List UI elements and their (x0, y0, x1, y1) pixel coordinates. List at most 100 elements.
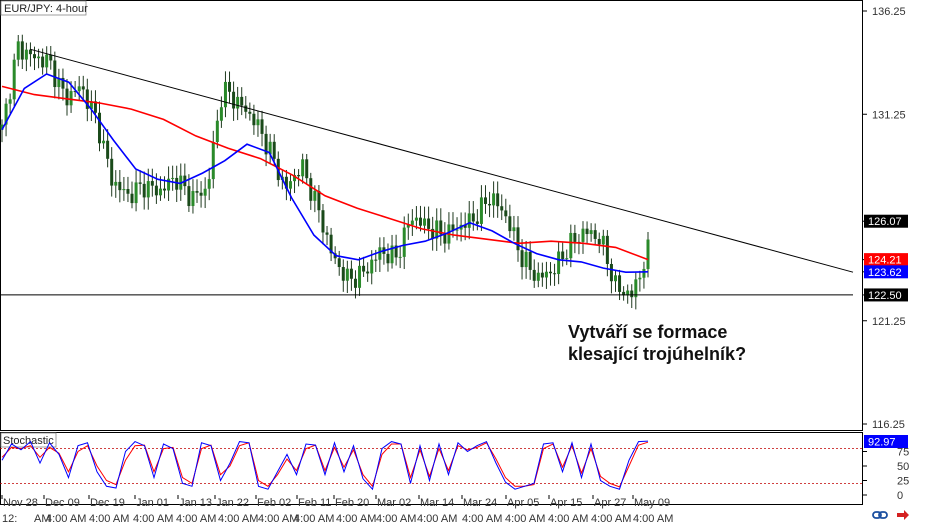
candle-body (33, 54, 37, 59)
candle-body (93, 101, 97, 113)
candle-body (57, 77, 61, 88)
candle-body (516, 227, 520, 251)
x-date-label: Apr 05 (507, 497, 539, 509)
right-arrow-icon[interactable] (895, 508, 911, 522)
candle-body (215, 120, 219, 143)
price-tag-label: 123.62 (868, 267, 902, 279)
candle-body (297, 175, 301, 177)
candle-body (532, 269, 536, 281)
candle-body (24, 49, 28, 60)
price-tag-box (864, 253, 908, 267)
candle-body (402, 227, 406, 257)
candle-body (81, 86, 85, 90)
x-time-label: 4:00 AM (133, 513, 173, 525)
candle-body (61, 77, 65, 89)
candle-body (207, 179, 211, 189)
stochastic-lines (1, 440, 649, 491)
candle-body (134, 182, 138, 204)
x-time-label: 4:00 AM (462, 513, 502, 525)
x-date-label: Nov 28 (3, 497, 38, 509)
candle-body (406, 224, 410, 228)
candle-body (512, 227, 516, 232)
candle-body (244, 105, 248, 112)
price-lines (0, 48, 854, 296)
price-tag-label: 122.50 (868, 290, 902, 302)
candle-body (362, 265, 366, 272)
stochastic-tick-label: 25 (897, 476, 909, 488)
candle-body (240, 96, 244, 106)
x-time-label: 4:00 AM (548, 513, 588, 525)
x-time-label: 4:00 AM (294, 513, 334, 525)
x-date-label: Jan 13 (179, 497, 212, 509)
candle-body (158, 188, 162, 196)
candle-body (288, 181, 292, 189)
candle-body (4, 103, 8, 125)
candle-body (37, 56, 41, 59)
candle-body (479, 197, 483, 224)
candle-body (642, 268, 646, 278)
price-panel-title: EUR/JPY: 4-hour (0, 0, 88, 16)
x-date-label: Jan 22 (216, 497, 249, 509)
candle-body (146, 181, 150, 198)
candle-body (223, 81, 227, 108)
price-tag-box (864, 288, 908, 302)
candle-body (589, 230, 593, 235)
candle-body (65, 88, 69, 106)
price-tick-label: 121.25 (872, 316, 906, 328)
candle-body (390, 245, 394, 264)
candle-body (613, 275, 617, 282)
candle-body (187, 186, 191, 207)
candle-body (309, 178, 313, 201)
x-time-label: 4:00 AM (258, 513, 298, 525)
x-time-label: 4:00 AM (417, 513, 457, 525)
candle-body (431, 228, 435, 239)
price-axis: 136.25 131.25 121.25 116.25 (862, 6, 906, 431)
candle-body (211, 142, 215, 180)
candle-body (500, 206, 504, 211)
stochastic-tick-label: 75 (897, 447, 909, 459)
stochastic-k-line (1, 440, 649, 491)
candle-body (374, 259, 378, 261)
candle-body (138, 182, 142, 184)
candle-body (634, 279, 638, 298)
candle-body (488, 203, 492, 206)
candle-body (410, 220, 414, 225)
candle-body (167, 178, 171, 191)
candle-body (142, 183, 146, 198)
candle-body (85, 89, 89, 109)
x-date-label: Dec 19 (90, 497, 125, 509)
price-tick-label: 131.25 (872, 109, 906, 121)
candle-body (317, 190, 321, 211)
candle-body (443, 234, 447, 244)
candle-body (573, 232, 577, 242)
price-tag-label: 124.21 (868, 255, 902, 267)
fast-ma-line (1, 73, 649, 274)
x-axis-dates: Nov 28 Dec 09 Dec 19 Jan 01 Jan 13 Jan 22 Feb … (1, 495, 670, 509)
candle-body (622, 291, 626, 296)
candle-body (191, 191, 195, 207)
x-time-label: 4:00 AM (46, 513, 86, 525)
x-date-label: Feb 02 (257, 497, 291, 509)
candle-body (646, 239, 650, 269)
x-date-label: Apr 15 (550, 497, 582, 509)
x-time-label: 4:00 AM (176, 513, 216, 525)
candle-body (232, 91, 236, 109)
candle-body (28, 49, 32, 55)
stochastic-d-line (1, 441, 649, 488)
candle-body (154, 185, 158, 196)
x-time-label: 4:00 AM (633, 513, 673, 525)
candle-body (130, 193, 134, 204)
candle-body (475, 221, 479, 224)
candle-body (435, 220, 439, 239)
candle-body (394, 245, 398, 258)
x-time-label: 4:00 AM (89, 513, 129, 525)
candle-body (69, 91, 73, 106)
candle-body (520, 250, 524, 268)
candle-body (557, 251, 561, 275)
candle-body (175, 177, 179, 190)
x-time-label: 4:00 AM (376, 513, 416, 525)
candle-body (106, 140, 110, 159)
x-date-label: Apr 27 (594, 497, 626, 509)
price-tag-box (864, 214, 908, 228)
chain-link-icon[interactable] (872, 508, 888, 522)
